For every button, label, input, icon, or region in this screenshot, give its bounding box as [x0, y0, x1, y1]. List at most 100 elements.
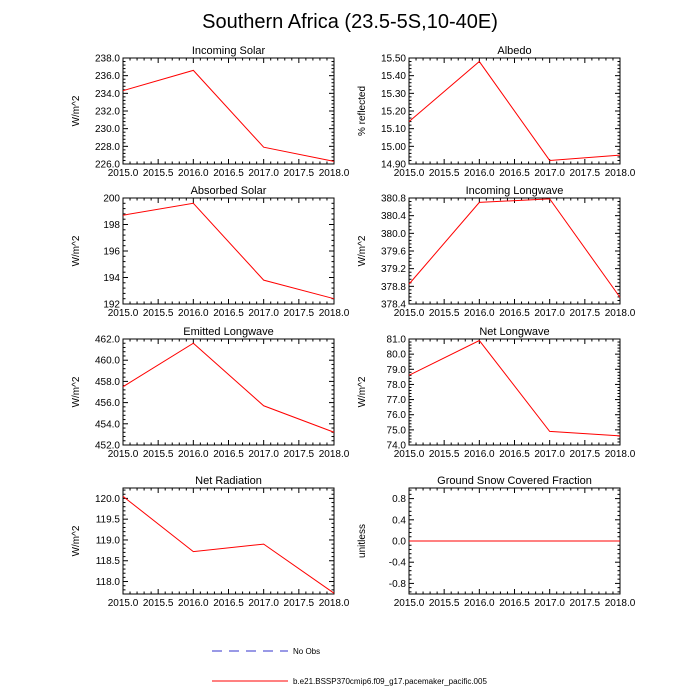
x-tick-label: 2016.0	[464, 168, 495, 179]
y-axis-label: W/m^2	[71, 525, 82, 556]
legend-obs-label: No Obs	[293, 647, 320, 656]
page-title: Southern Africa (23.5-5S,10-40E)	[202, 11, 498, 33]
plot-frame	[122, 57, 335, 165]
x-tick-label: 2018.0	[319, 449, 350, 460]
x-tick-label: 2016.5	[499, 168, 530, 179]
x-tick-label: 2017.5	[284, 308, 315, 319]
y-tick-label: 238.0	[95, 54, 120, 65]
y-tick-label: 79.0	[387, 365, 407, 376]
y-tick-label: 234.0	[95, 89, 120, 100]
y-tick-label: 452.0	[95, 441, 120, 452]
legend-model-label: b.e21.BSSP370cmip6.f09_g17.pacemaker_pac…	[293, 677, 487, 686]
chart-title: Albedo	[497, 45, 531, 57]
y-tick-label: 15.20	[381, 107, 406, 118]
x-tick-label: 2016.5	[499, 449, 530, 460]
x-tick-label: 2017.0	[534, 308, 565, 319]
x-tick-label: 2018.0	[605, 308, 636, 319]
x-tick-label: 2015.0	[108, 449, 139, 460]
y-tick-label: 0.4	[392, 515, 406, 526]
chart-panel: Incoming Solar W/m^2 2015.0 2015.5 2016.0 201…	[71, 45, 350, 179]
series-line	[122, 202, 335, 300]
y-tick-label: 456.0	[95, 398, 120, 409]
y-axis-label: W/m^2	[71, 235, 82, 266]
x-tick-label: 2017.0	[534, 598, 565, 609]
y-tick-label: 0.0	[392, 537, 406, 548]
x-tick-label: 2016.0	[464, 449, 495, 460]
x-tick-label: 2015.5	[429, 308, 460, 319]
chart-title: Incoming Solar	[192, 45, 266, 57]
y-axis-label: W/m^2	[71, 95, 82, 126]
x-tick-label: 2017.0	[534, 168, 565, 179]
y-tick-label: 379.6	[381, 247, 406, 258]
legend: No Obs b.e21.BSSP370cmip6.f09_g17.pacema…	[212, 647, 487, 686]
series-line	[122, 495, 335, 594]
x-tick-label: 2016.0	[464, 598, 495, 609]
y-tick-label: 80.0	[387, 350, 407, 361]
chart-title: Absorbed Solar	[191, 185, 267, 197]
x-tick-label: 2015.5	[143, 598, 174, 609]
series-line	[408, 198, 621, 298]
y-tick-label: 119.0	[96, 535, 121, 546]
x-tick-label: 2016.5	[499, 308, 530, 319]
y-axis-label: unitless	[357, 524, 368, 558]
series-line	[122, 69, 335, 162]
series-line	[408, 60, 621, 161]
y-tick-label: 76.0	[387, 410, 407, 421]
y-tick-label: 378.4	[381, 300, 406, 311]
x-tick-label: 2018.0	[319, 308, 350, 319]
y-tick-label: 74.0	[387, 441, 407, 452]
y-tick-label: 230.0	[95, 124, 120, 135]
x-tick-label: 2018.0	[319, 168, 350, 179]
x-tick-label: 2016.5	[213, 308, 244, 319]
y-tick-label: 380.4	[381, 211, 406, 222]
chart-panel: Albedo % reflected 2015.0 2015.5 2016.0 2016.…	[357, 45, 636, 179]
y-axis-label: % reflected	[357, 86, 368, 136]
y-tick-label: 380.0	[381, 229, 406, 240]
x-tick-label: 2017.0	[534, 449, 565, 460]
x-tick-label: 2017.0	[248, 598, 279, 609]
y-tick-label: 15.10	[381, 124, 406, 135]
y-tick-label: 462.0	[95, 335, 120, 346]
x-tick-label: 2015.5	[429, 598, 460, 609]
y-tick-label: 15.00	[381, 142, 406, 153]
x-tick-label: 2015.5	[429, 168, 460, 179]
x-tick-label: 2016.0	[178, 598, 209, 609]
x-tick-label: 2017.0	[248, 168, 279, 179]
chart-panel: Net Radiation W/m^2 2015.0 2015.5 2016.0 2016…	[71, 475, 350, 609]
x-tick-label: 2017.5	[570, 168, 601, 179]
y-tick-label: 232.0	[95, 107, 120, 118]
y-tick-label: 78.0	[387, 380, 407, 391]
y-tick-label: 198	[103, 220, 120, 231]
x-tick-label: 2017.0	[248, 449, 279, 460]
y-tick-label: 228.0	[95, 142, 120, 153]
chart-title: Net Longwave	[479, 326, 549, 338]
y-tick-label: -0.8	[389, 579, 407, 590]
y-tick-label: 379.2	[381, 264, 406, 275]
chart-panel: Incoming Longwave W/m^2 2015.0 2015.5 2016.0…	[357, 185, 636, 319]
x-tick-label: 2016.0	[178, 168, 209, 179]
y-tick-label: 380.8	[381, 194, 406, 205]
chart-panel: Emitted Longwave W/m^2 2015.0 2015.5 2016.0 2…	[71, 326, 350, 460]
x-tick-label: 2016.5	[213, 168, 244, 179]
y-tick-label: 236.0	[95, 71, 120, 82]
plot-frame	[122, 487, 335, 595]
x-tick-label: 2016.5	[213, 449, 244, 460]
plot-frame	[122, 338, 335, 446]
y-tick-label: 460.0	[95, 356, 120, 367]
x-tick-label: 2016.0	[464, 308, 495, 319]
y-tick-label: 118.5	[96, 556, 121, 567]
x-tick-label: 2015.5	[429, 449, 460, 460]
x-tick-label: 2017.5	[570, 308, 601, 319]
chart-title: Net Radiation	[195, 475, 262, 487]
y-axis-label: W/m^2	[357, 235, 368, 266]
x-tick-label: 2017.5	[284, 598, 315, 609]
y-tick-label: 14.90	[381, 160, 406, 171]
plot-frame	[408, 197, 621, 305]
x-tick-label: 2015.0	[108, 308, 139, 319]
x-tick-label: 2015.0	[394, 168, 425, 179]
x-tick-label: 2016.5	[499, 598, 530, 609]
plot-frame	[408, 338, 621, 446]
x-tick-label: 2018.0	[605, 598, 636, 609]
x-tick-label: 2017.5	[570, 449, 601, 460]
